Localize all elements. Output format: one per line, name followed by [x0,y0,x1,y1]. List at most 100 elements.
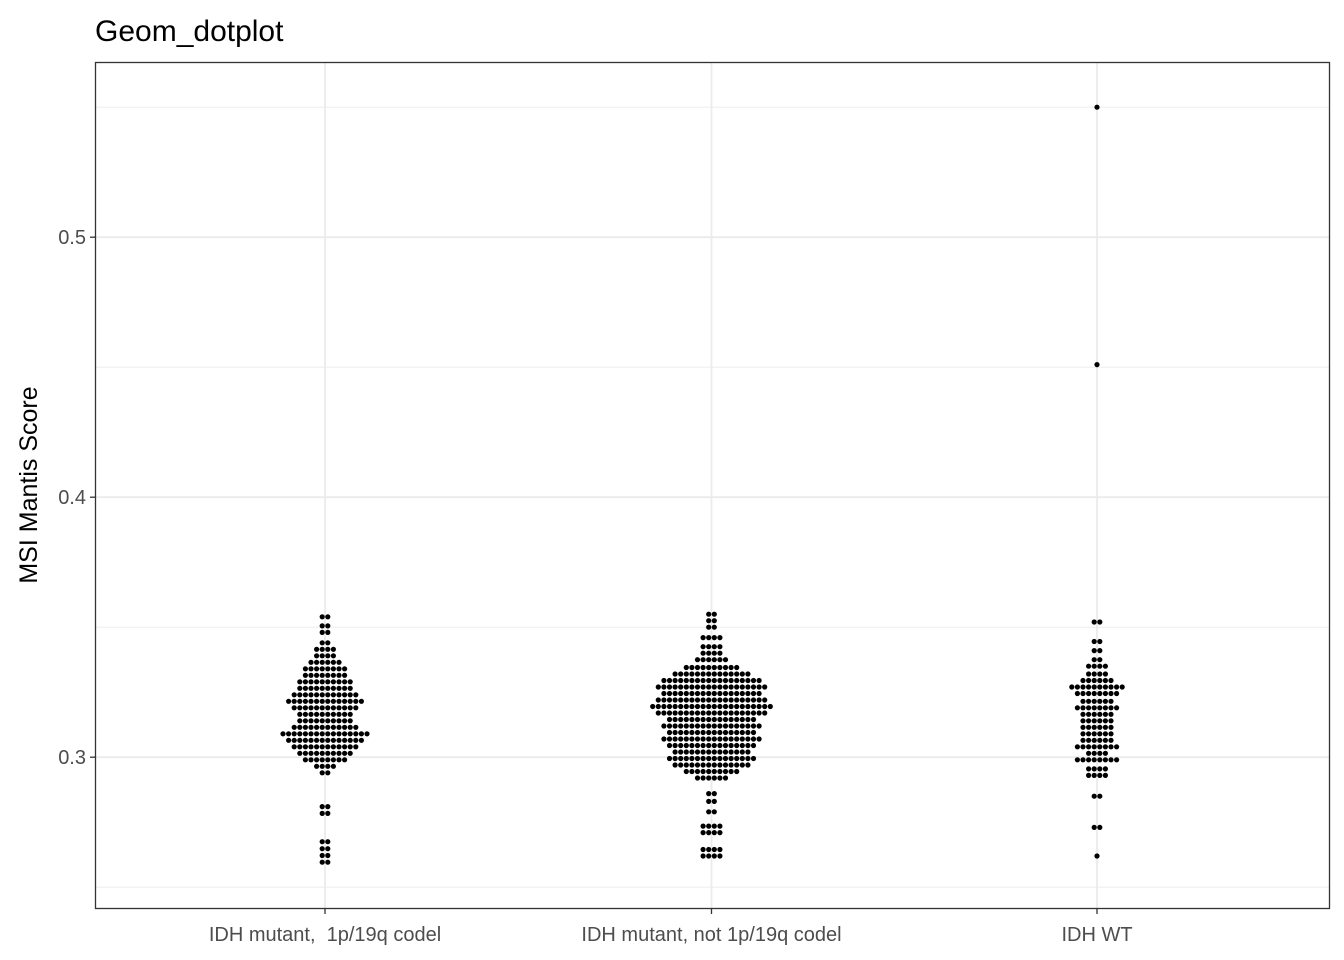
dot [1108,705,1114,711]
dot [325,763,331,769]
dot [353,692,359,698]
dot [706,684,712,690]
dot [717,775,723,781]
dot [347,750,353,756]
dot [739,690,745,697]
dot [661,690,667,697]
dot [325,705,331,711]
dot [717,684,723,690]
dot [325,659,331,665]
dot [302,731,308,737]
dot [689,664,695,671]
dot [711,809,717,815]
dot [694,677,701,684]
dot [750,736,757,742]
dot [666,736,673,742]
dot [1086,698,1092,704]
dot [683,742,689,749]
dot [683,716,689,723]
dot [728,664,734,671]
dot [672,703,678,710]
dot [342,724,348,730]
dot [711,624,717,630]
dot [314,724,320,730]
dot [655,710,661,716]
dot [325,640,331,646]
dot [1080,711,1086,717]
dot [711,697,717,703]
dot [666,684,673,690]
dot [342,737,348,743]
dot [1102,690,1108,697]
dot [297,731,303,737]
dot [734,749,740,755]
dot [734,684,740,690]
dot [1069,684,1075,690]
dot [1097,718,1103,724]
dot [1097,705,1103,711]
dot [319,737,325,743]
dot [734,729,740,736]
dot [711,710,717,716]
dot [734,690,740,697]
dot [1086,750,1092,756]
dot [728,716,734,723]
dot [745,690,751,697]
dot [683,684,689,690]
dot [706,736,712,742]
dot [672,736,678,742]
dot [319,679,325,685]
dot [319,640,325,646]
dot [728,742,734,749]
dot [672,762,678,768]
dot [672,742,678,749]
dot [722,710,729,716]
dot [1086,744,1092,750]
dot [314,659,320,665]
dot [336,692,342,698]
dot [353,724,359,730]
dot [745,716,751,723]
dot [739,671,745,677]
dot [734,677,740,684]
dot-group-0 [280,614,370,865]
dot [1097,744,1103,750]
dot [342,692,348,698]
dot [1114,744,1120,750]
y-tick-label-1: 0.4 [58,487,86,509]
dot [700,846,706,853]
dot [706,846,712,853]
dot [728,762,734,768]
dot [330,750,336,756]
dot [722,755,729,762]
dot [314,646,320,652]
dot [717,671,723,677]
dot [694,664,701,671]
dot [722,742,729,749]
dot [745,684,751,690]
dot [722,749,729,755]
dot [1080,705,1086,711]
dot [302,698,308,704]
dot [336,718,342,724]
dot [739,723,745,729]
dot [342,705,348,711]
dot [1102,663,1108,669]
dot [1091,793,1097,799]
dot [325,666,331,672]
grid-lines [96,63,1329,908]
dot [689,716,695,723]
dot [1086,766,1092,772]
dot [1091,718,1097,724]
dot [319,770,325,776]
dot [347,698,353,704]
dot [330,646,336,652]
dot [700,697,706,703]
dot [711,755,717,762]
dot [1080,757,1086,763]
dot [325,737,331,743]
dot [683,768,689,775]
dot [672,684,678,690]
dot [700,823,706,829]
dot [672,677,678,684]
